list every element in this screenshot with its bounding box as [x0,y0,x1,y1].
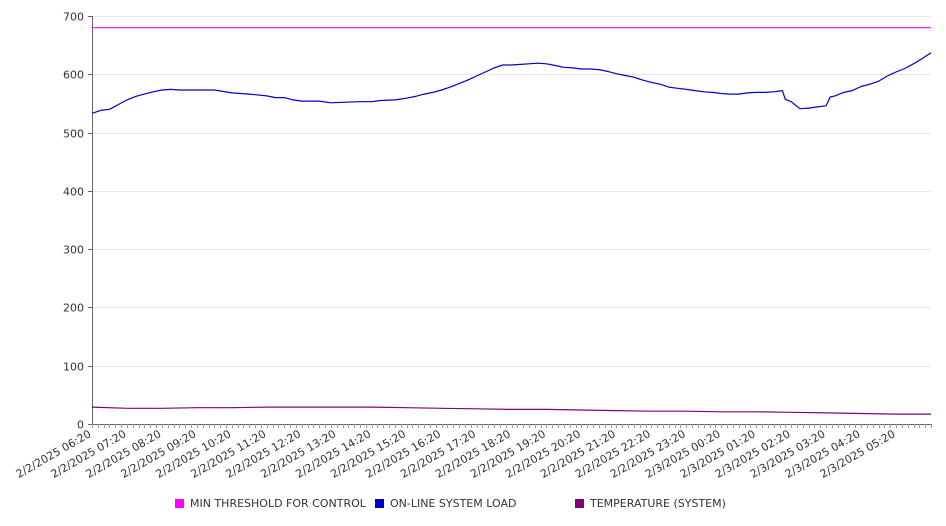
legend-label-min-threshold: MIN THRESHOLD FOR CONTROL [190,497,366,510]
legend-label-system-load: ON-LINE SYSTEM LOAD [390,497,517,510]
y-tick-label: 300 [63,244,84,257]
chart-legend: MIN THRESHOLD FOR CONTROL ON-LINE SYSTEM… [0,497,946,515]
series-temperature-line [91,406,931,415]
y-tick-label: 400 [63,186,84,199]
legend-label-temperature: TEMPERATURE (SYSTEM) [590,497,726,510]
legend-swatch-system-load [375,499,384,508]
y-tick-label: 700 [63,11,84,24]
legend-item-min-threshold[interactable]: MIN THRESHOLD FOR CONTROL [175,497,366,510]
axes [88,16,932,428]
legend-swatch-temperature [575,499,584,508]
legend-item-temperature[interactable]: TEMPERATURE (SYSTEM) [575,497,726,510]
y-tick-label: 0 [77,419,84,432]
y-tick-label: 500 [63,128,84,141]
y-tick-label: 600 [63,69,84,82]
y-tick-label: 200 [63,302,84,315]
y-tick-label: 100 [63,361,84,374]
legend-item-system-load[interactable]: ON-LINE SYSTEM LOAD [375,497,516,510]
series-lines [91,27,932,415]
gridlines [92,16,931,425]
series-system-load-line [91,52,932,114]
legend-swatch-min-threshold [175,499,184,508]
x-axis-tick-labels: 2/2/2025 06:202/2/2025 07:202/2/2025 08:… [14,427,898,481]
y-axis-tick-labels: 0 100 200 300 400 500 600 700 [63,11,84,432]
